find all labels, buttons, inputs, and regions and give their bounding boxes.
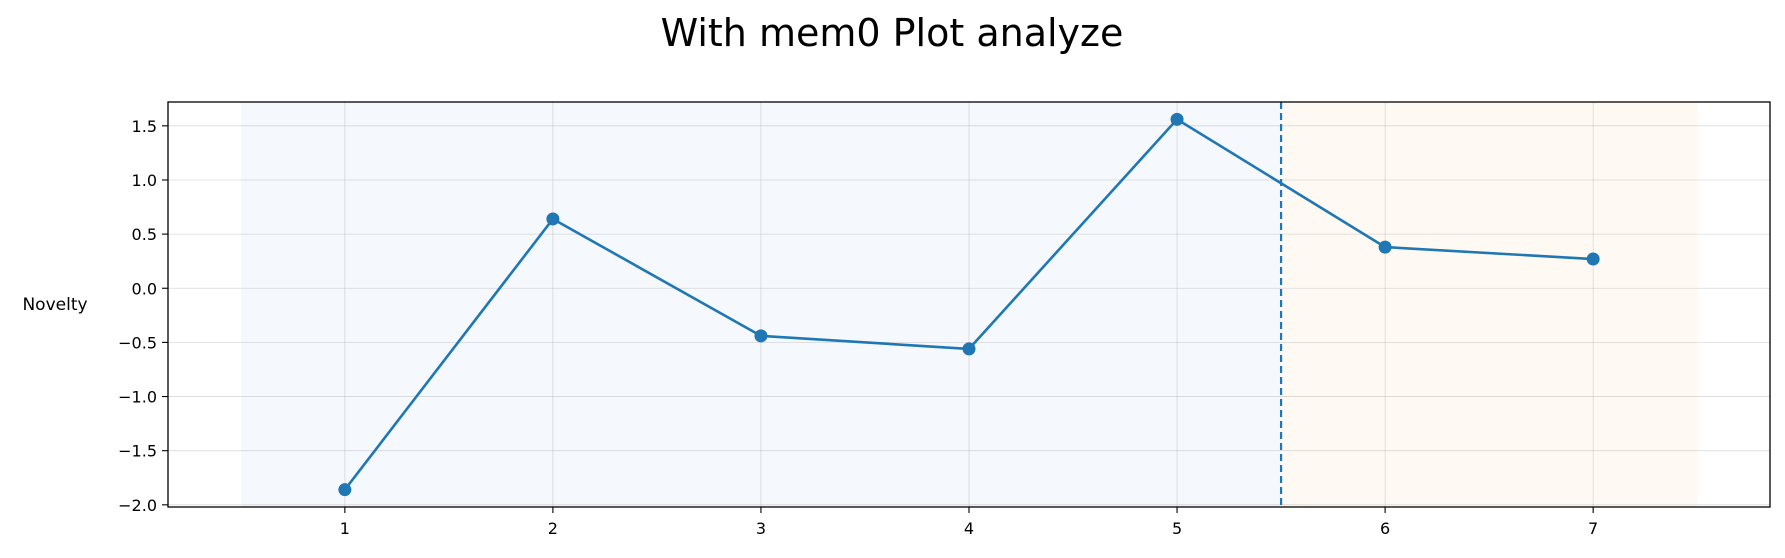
x-tick-label-7: 7 bbox=[1588, 519, 1598, 538]
x-tick-label-3: 3 bbox=[756, 519, 766, 538]
x-tick-label-4: 4 bbox=[964, 519, 974, 538]
y-tick-label-4: 0.0 bbox=[132, 279, 157, 298]
y-tick-label-8: −2.0 bbox=[118, 496, 157, 515]
shaded-regions bbox=[240, 102, 1698, 507]
y-tick-label-3: 0.5 bbox=[132, 225, 157, 244]
x-tick-label-5: 5 bbox=[1172, 519, 1182, 538]
axis-ticks: 1 2 3 4 5 6 7 1.5 1.0 0.5 0.0 −0.5 −1.0 −1.5 −2.0 bbox=[118, 117, 1598, 538]
y-tick-label-6: −1.0 bbox=[118, 388, 157, 407]
series bbox=[338, 112, 1600, 497]
y-tick-label-2: 1.0 bbox=[132, 171, 157, 190]
y-tick-label-5: −0.5 bbox=[118, 333, 157, 352]
y-tick-label-7: −1.5 bbox=[118, 442, 157, 461]
data-point-2 bbox=[546, 212, 560, 226]
shaded-region-2 bbox=[1281, 102, 1698, 507]
y-tick-label-1: 1.5 bbox=[132, 117, 157, 136]
data-point-3 bbox=[754, 329, 768, 343]
data-point-7 bbox=[1586, 252, 1600, 266]
shaded-region-1 bbox=[240, 102, 1282, 507]
chart-title: With mem0 Plot analyze bbox=[661, 11, 1124, 55]
x-tick-label-2: 2 bbox=[548, 519, 558, 538]
x-tick-label-6: 6 bbox=[1380, 519, 1390, 538]
data-point-4 bbox=[962, 342, 976, 356]
x-tick-label-1: 1 bbox=[340, 519, 350, 538]
data-point-1 bbox=[338, 483, 352, 497]
y-axis-label: Novelty bbox=[22, 295, 87, 315]
data-point-5 bbox=[1170, 112, 1184, 126]
data-point-6 bbox=[1378, 240, 1392, 254]
